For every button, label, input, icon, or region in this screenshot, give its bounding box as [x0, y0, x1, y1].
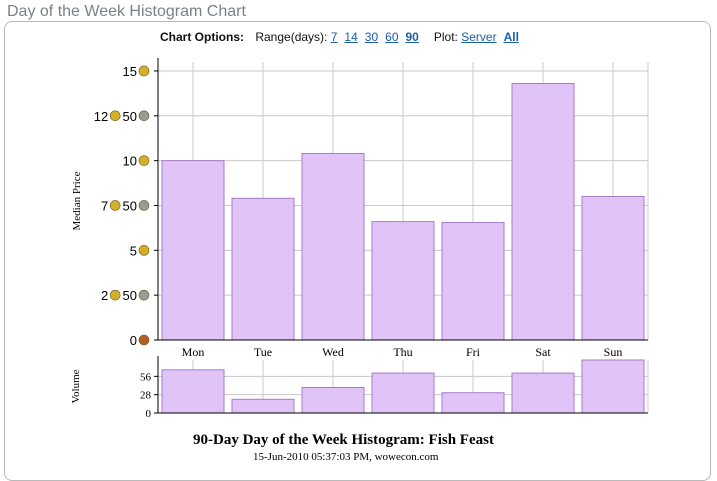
chart-footer-title: 90-Day Day of the Week Histogram: Fish F… — [193, 432, 494, 448]
x-tick-label: Tue — [254, 345, 272, 359]
range-link-14[interactable]: 14 — [344, 30, 358, 44]
bar-thu — [371, 372, 435, 414]
bar-thu — [371, 221, 435, 341]
y-tick-label: 50 — [123, 288, 137, 303]
y-tick-label: 50 — [123, 109, 137, 124]
x-tick-label: Fri — [466, 345, 481, 359]
bar-sun — [581, 359, 645, 414]
bar-mon — [161, 160, 225, 341]
y-axis-label: Median Price — [71, 171, 83, 230]
y-tick-label: 5 — [130, 243, 137, 258]
y-tick-label: 12 — [94, 109, 108, 124]
y-tick-label: 50 — [123, 198, 137, 213]
gold-coin-icon — [109, 110, 121, 122]
silver-coin-icon — [138, 110, 150, 122]
gold-coin-icon — [109, 200, 121, 211]
x-tick-label: Mon — [182, 345, 205, 359]
bar-tue — [231, 197, 295, 341]
gold-coin-icon — [138, 245, 150, 256]
y-tick-label: 2 — [101, 288, 108, 303]
y-tick-label: 28 — [140, 390, 152, 402]
bar-fri — [441, 222, 505, 341]
bar-fri — [441, 392, 505, 414]
range-link-30[interactable]: 30 — [364, 30, 379, 44]
bar-sun — [581, 196, 645, 341]
y-tick-label: 7 — [101, 198, 108, 213]
y-tick-label: 0 — [130, 333, 137, 348]
chart-options-label: Chart Options: — [160, 30, 244, 44]
silver-coin-icon — [138, 200, 150, 211]
range-label: Range(days): — [255, 30, 328, 44]
gold-coin-icon — [109, 289, 121, 301]
chart-options-bar: Chart Options: Range(days): 7 14 30 60 90 Plo… — [160, 30, 526, 44]
x-tick-label: Sat — [535, 345, 551, 359]
plot-link-server[interactable]: Server — [461, 30, 497, 44]
gold-coin-icon — [138, 155, 150, 166]
page-title: Day of the Week Histogram Chart — [7, 3, 246, 20]
silver-coin-icon — [138, 289, 150, 301]
y-tick-label: 15 — [123, 64, 137, 79]
chart-footer-subtitle: 15-Jun-2010 05:37:03 PM, wowecon.com — [253, 451, 439, 463]
y-tick-label: 56 — [140, 371, 152, 383]
y-tick-label: 10 — [123, 154, 137, 169]
gold-coin-icon — [138, 65, 150, 77]
x-tick-label: Sun — [604, 345, 623, 359]
bar-tue — [231, 398, 295, 414]
histogram-chart: 15 50 12 10 50 7 5 50 2 0 Median Price Mon Tue Wed Thu… — [70, 58, 649, 420]
plot-label: Plot: — [433, 30, 458, 44]
range-link-60[interactable]: 60 — [385, 30, 399, 44]
range-link-7[interactable]: 7 — [330, 30, 338, 44]
copper-coin-icon — [138, 334, 150, 346]
bar-sat — [511, 83, 575, 341]
range-link-90[interactable]: 90 — [405, 30, 419, 44]
plot-link-all[interactable]: All — [503, 30, 519, 44]
y-tick-label: 0 — [146, 408, 152, 420]
bar-wed — [301, 152, 365, 341]
bar-mon — [161, 369, 225, 414]
x-tick-label: Wed — [322, 345, 344, 359]
x-tick-label: Thu — [393, 345, 412, 359]
bar-sat — [511, 372, 575, 414]
y-axis-label: Volume — [70, 369, 82, 403]
bar-wed — [301, 386, 365, 414]
